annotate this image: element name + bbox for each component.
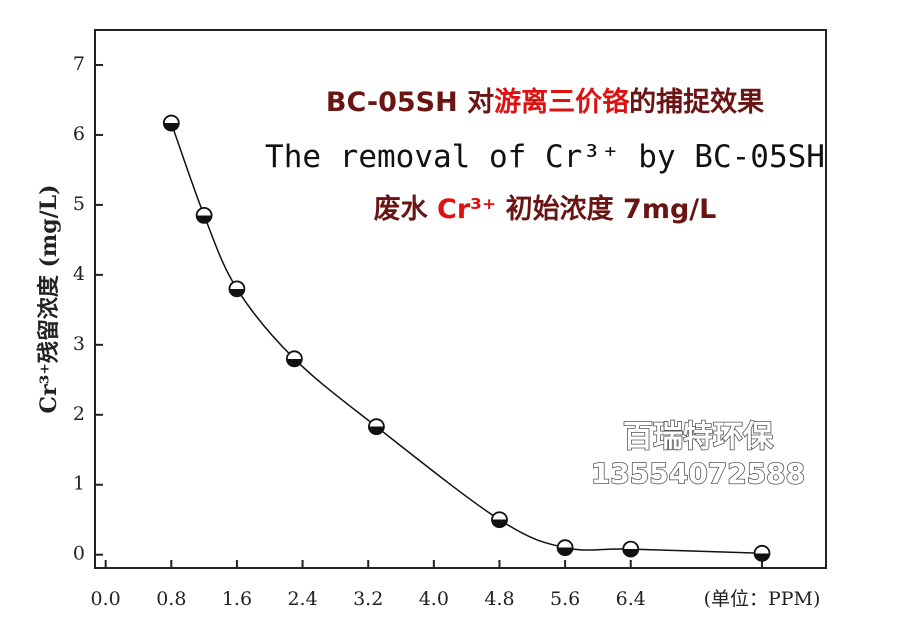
annotation-segment: 废水 bbox=[374, 193, 437, 225]
annotation-segment: 初始浓度 7mg/L bbox=[496, 193, 716, 225]
x-tick-label: 0.8 bbox=[156, 588, 186, 610]
y-tick-label: 1 bbox=[73, 473, 85, 495]
annotation: The removal of Cr³⁺ by BC-05SH bbox=[265, 139, 825, 175]
y-tick-label: 2 bbox=[73, 403, 85, 425]
annotation: 废水 Cr³⁺ 初始浓度 7mg/L bbox=[374, 193, 717, 225]
annotation-segment: 游离三价铬 bbox=[494, 86, 630, 118]
x-tick-label: 0.0 bbox=[91, 588, 121, 610]
plot-frame bbox=[94, 29, 827, 569]
point bbox=[228, 280, 246, 298]
annotation-segment: Cr³⁺ bbox=[437, 194, 496, 225]
y-tick-label: 4 bbox=[73, 263, 85, 285]
point bbox=[195, 206, 213, 224]
x-tick-label: 4.8 bbox=[484, 588, 514, 610]
x-tick-label: 1.6 bbox=[222, 588, 252, 610]
watermark: 13554072588 bbox=[591, 457, 805, 490]
point bbox=[556, 539, 574, 557]
x-tick-label: 3.2 bbox=[353, 588, 383, 610]
watermark: 百瑞特环保 bbox=[623, 420, 774, 455]
annotation-segment: 的捕捉效果 bbox=[629, 86, 764, 118]
point bbox=[622, 540, 640, 558]
x-tick-label: 4.0 bbox=[419, 588, 449, 610]
y-tick-label: 3 bbox=[73, 333, 85, 355]
point bbox=[162, 114, 180, 132]
point bbox=[753, 544, 771, 562]
y-axis-label: Cr³⁺残留浓度 (mg/L) bbox=[36, 185, 62, 414]
x-tick-label: (单位：PPM) bbox=[704, 588, 821, 610]
y-tick-label: 0 bbox=[73, 543, 85, 565]
point bbox=[368, 418, 385, 436]
point bbox=[491, 511, 508, 529]
y-tick-label: 6 bbox=[73, 123, 85, 145]
annotation-segment: The removal of Cr³⁺ by BC-05SH bbox=[265, 139, 825, 175]
x-tick-label: 6.4 bbox=[616, 588, 646, 610]
x-tick-label: 5.6 bbox=[550, 588, 580, 610]
x-tick-label: 2.4 bbox=[287, 588, 317, 610]
y-tick-label: 5 bbox=[73, 193, 85, 215]
y-tick-label: 7 bbox=[73, 53, 85, 75]
annotation: BC-05SH 对游离三价铬的捕捉效果 bbox=[326, 86, 764, 118]
annotation-segment: BC-05SH 对 bbox=[326, 87, 494, 118]
point bbox=[285, 350, 303, 368]
